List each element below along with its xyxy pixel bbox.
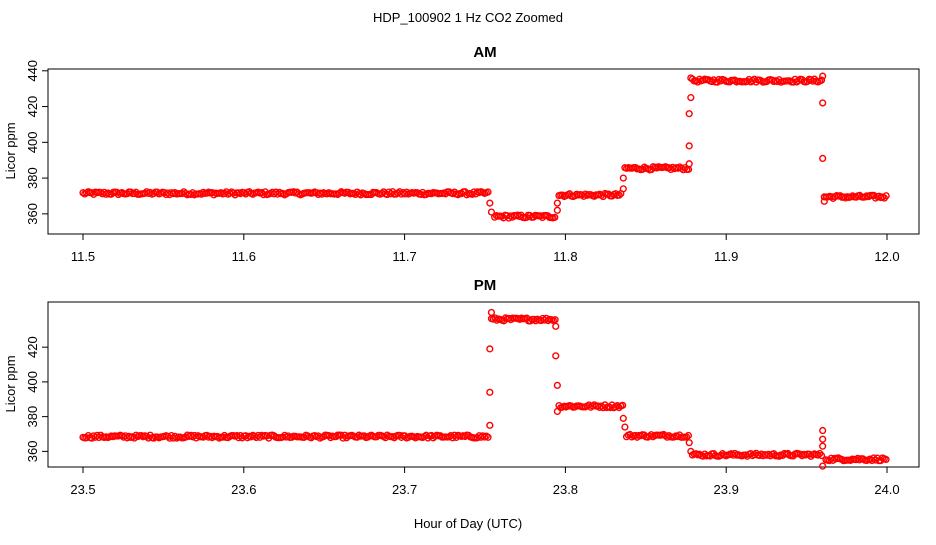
x-tick-label: 11.7 bbox=[392, 249, 416, 264]
data-point bbox=[819, 462, 827, 470]
data-point bbox=[687, 74, 695, 82]
y-tick-label: 380 bbox=[25, 406, 40, 428]
data-point bbox=[553, 381, 561, 389]
data-point bbox=[820, 197, 828, 205]
data-point bbox=[553, 199, 561, 207]
data-point bbox=[551, 316, 559, 324]
data-point bbox=[486, 388, 494, 396]
pm-y-axis: 360 380 400 420 bbox=[25, 336, 48, 462]
data-point bbox=[615, 191, 623, 199]
y-tick-label: 400 bbox=[25, 371, 40, 393]
data-point bbox=[681, 164, 689, 172]
x-tick-label: 12.0 bbox=[874, 249, 899, 264]
am-y-axis-label: Licor ppm bbox=[3, 122, 18, 179]
data-point bbox=[882, 455, 890, 464]
data-point bbox=[621, 423, 629, 431]
data-point bbox=[817, 76, 826, 84]
y-tick-label: 400 bbox=[25, 131, 40, 153]
data-point bbox=[484, 188, 492, 196]
data-point bbox=[819, 435, 827, 443]
figure-title: HDP_100902 1 Hz CO2 Zoomed bbox=[373, 10, 563, 25]
y-tick-label: 380 bbox=[25, 167, 40, 189]
y-tick-label: 420 bbox=[25, 336, 40, 358]
data-point bbox=[553, 407, 561, 416]
data-point bbox=[684, 431, 693, 440]
data-point bbox=[882, 192, 890, 200]
x-tick-label: 23.9 bbox=[714, 482, 739, 497]
data-point bbox=[685, 160, 693, 168]
pm-y-axis-label: Licor ppm bbox=[3, 355, 18, 412]
x-tick-label: 23.8 bbox=[553, 482, 578, 497]
data-point bbox=[685, 439, 693, 447]
y-tick-label: 440 bbox=[25, 60, 40, 82]
data-point bbox=[486, 345, 494, 353]
x-axis-label: Hour of Day (UTC) bbox=[414, 516, 522, 531]
data-point bbox=[687, 94, 695, 102]
data-point bbox=[819, 154, 827, 163]
pm-x-axis: 23.5 23.6 23.7 23.8 23.9 24.0 bbox=[70, 467, 900, 497]
data-point bbox=[484, 433, 492, 441]
x-tick-label: 11.9 bbox=[714, 249, 738, 264]
data-point bbox=[819, 72, 827, 80]
x-tick-label: 23.5 bbox=[70, 482, 95, 497]
data-point bbox=[817, 451, 826, 460]
data-point bbox=[819, 99, 827, 107]
data-point bbox=[552, 322, 560, 330]
data-point bbox=[619, 401, 627, 409]
data-point bbox=[819, 426, 827, 435]
y-tick-label: 360 bbox=[25, 441, 40, 463]
data-point bbox=[683, 433, 691, 441]
pm-plot-frame bbox=[47, 301, 920, 468]
data-point bbox=[487, 208, 496, 216]
am-y-axis: 360 380 400 420 440 bbox=[25, 60, 48, 225]
data-point bbox=[553, 206, 561, 214]
data-point bbox=[619, 185, 627, 193]
y-tick-label: 360 bbox=[25, 203, 40, 225]
data-point bbox=[486, 421, 494, 429]
x-tick-label: 11.8 bbox=[553, 249, 577, 264]
pm-panel-title: PM bbox=[474, 277, 497, 294]
x-tick-label: 11.6 bbox=[232, 249, 256, 264]
data-point bbox=[619, 414, 627, 422]
data-point bbox=[487, 308, 496, 317]
x-tick-label: 23.7 bbox=[392, 482, 417, 497]
pm-points bbox=[79, 308, 890, 470]
data-point bbox=[551, 213, 559, 221]
data-point bbox=[814, 451, 822, 459]
am-x-axis: 11.5 11.6 11.7 11.8 11.9 12.0 bbox=[71, 234, 900, 264]
x-tick-label: 24.0 bbox=[874, 482, 899, 497]
x-tick-label: 23.6 bbox=[231, 482, 256, 497]
y-tick-label: 420 bbox=[25, 96, 40, 118]
data-point bbox=[619, 174, 627, 182]
am-panel-title: AM bbox=[473, 44, 496, 61]
data-point bbox=[486, 199, 494, 207]
data-point bbox=[552, 352, 560, 360]
data-point bbox=[685, 142, 693, 150]
am-points bbox=[79, 72, 890, 222]
x-tick-label: 11.5 bbox=[71, 249, 95, 264]
data-point bbox=[685, 110, 693, 118]
am-plot-frame bbox=[47, 68, 920, 235]
data-point bbox=[687, 447, 695, 455]
data-point bbox=[819, 442, 827, 450]
